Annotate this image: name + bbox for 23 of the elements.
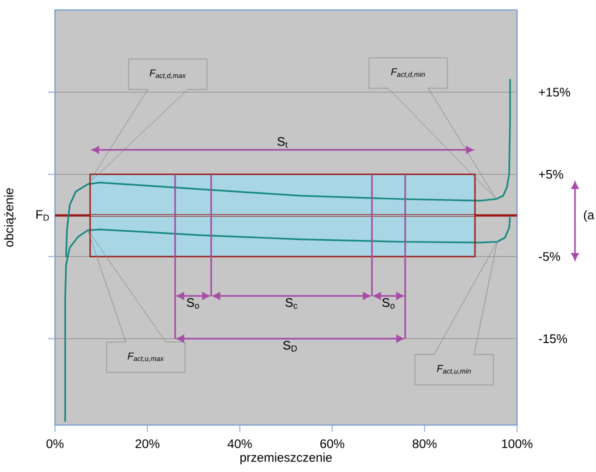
x-tick-label: 0%	[46, 439, 64, 448]
y-tick-label: -15%	[538, 334, 567, 344]
annotation: F$_{act,u,max}$	[128, 352, 164, 362]
y-tick-label: +15%	[538, 88, 570, 97]
annotation: S$_{t}$	[277, 137, 288, 148]
annotation: S$_{c}$	[286, 298, 298, 309]
x-tick-label: 80%	[412, 439, 437, 448]
y-axis-title: obciążenie	[4, 188, 16, 247]
x-tick-label: 40%	[228, 439, 252, 448]
annotation: F$_{act,d,max}$	[150, 70, 186, 79]
text: (a	[584, 210, 594, 222]
annotation: S$_{D}$	[283, 340, 297, 352]
x-tick-label: 60%	[320, 439, 344, 448]
y-tick-label: -5%	[538, 252, 560, 261]
y-tick-label: +5%	[538, 170, 564, 179]
x-tick-label: 100%	[502, 439, 532, 448]
ref-line-label: F$_{D}$	[36, 210, 49, 221]
annotation: S$_{o}$	[382, 298, 395, 309]
x-tick-label: 20%	[136, 439, 160, 448]
annotation: S$_{o}$	[186, 298, 200, 309]
annotation: F$_{act,u,min}$	[437, 365, 471, 374]
annotation: F$_{act,d,min}$	[391, 68, 425, 78]
x-axis-title: przemieszczenie	[240, 452, 332, 464]
